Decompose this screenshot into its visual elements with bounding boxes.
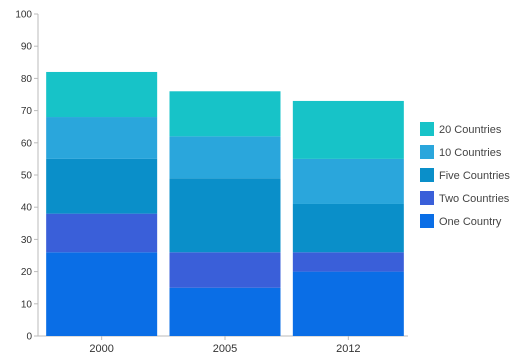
bar-segment[interactable]	[169, 287, 281, 336]
legend: 20 Countries 10 Countries Five Countries Tw…	[420, 122, 510, 228]
legend-swatch	[420, 122, 434, 136]
y-tick-label: 70	[21, 106, 33, 117]
legend-label: 10 Countries	[439, 147, 502, 159]
x-tick-label: 2012	[336, 343, 360, 355]
bar-segment[interactable]	[46, 117, 158, 159]
legend-item[interactable]: One Country	[420, 214, 502, 228]
y-tick-label: 60	[21, 138, 33, 149]
legend-item[interactable]: 20 Countries	[420, 122, 502, 136]
bar-segment[interactable]	[292, 271, 404, 336]
y-tick-label: 40	[21, 203, 33, 214]
legend-label: Five Countries	[439, 170, 510, 182]
y-tick-label: 0	[26, 332, 32, 343]
bar-segment[interactable]	[169, 252, 281, 288]
bar-segment[interactable]	[169, 178, 281, 253]
y-tick-label: 50	[21, 171, 33, 182]
bar-segment[interactable]	[46, 71, 158, 118]
bar-segment[interactable]	[169, 136, 281, 179]
x-tick-label: 2005	[213, 343, 237, 355]
y-tick-label: 100	[15, 10, 32, 21]
bar-segment[interactable]	[292, 100, 404, 159]
bar-segment[interactable]	[46, 213, 158, 253]
legend-item[interactable]: 10 Countries	[420, 145, 502, 159]
bar-segment[interactable]	[46, 252, 158, 336]
y-tick-label: 90	[21, 42, 33, 53]
legend-label: 20 Countries	[439, 124, 502, 136]
y-tick-label: 20	[21, 267, 33, 278]
y-tick-label: 30	[21, 235, 33, 246]
legend-swatch	[420, 145, 434, 159]
legend-swatch	[420, 191, 434, 205]
legend-label: One Country	[439, 216, 502, 228]
y-tick-label: 80	[21, 74, 33, 85]
bars	[46, 71, 404, 336]
bar-segment[interactable]	[292, 252, 404, 272]
bar-segment[interactable]	[292, 203, 404, 253]
bar-segment[interactable]	[46, 158, 158, 214]
x-tick-label: 2000	[89, 343, 113, 355]
bar-segment[interactable]	[169, 91, 281, 137]
legend-swatch	[420, 168, 434, 182]
legend-swatch	[420, 214, 434, 228]
legend-item[interactable]: Two Countries	[420, 191, 510, 205]
legend-item[interactable]: Five Countries	[420, 168, 510, 182]
axes: 0 10 20 30 40 50 60 70 80 90 100 2000 2005 2012	[15, 10, 408, 355]
legend-label: Two Countries	[439, 193, 510, 205]
bar-segment[interactable]	[292, 158, 404, 204]
y-tick-label: 10	[21, 299, 33, 310]
